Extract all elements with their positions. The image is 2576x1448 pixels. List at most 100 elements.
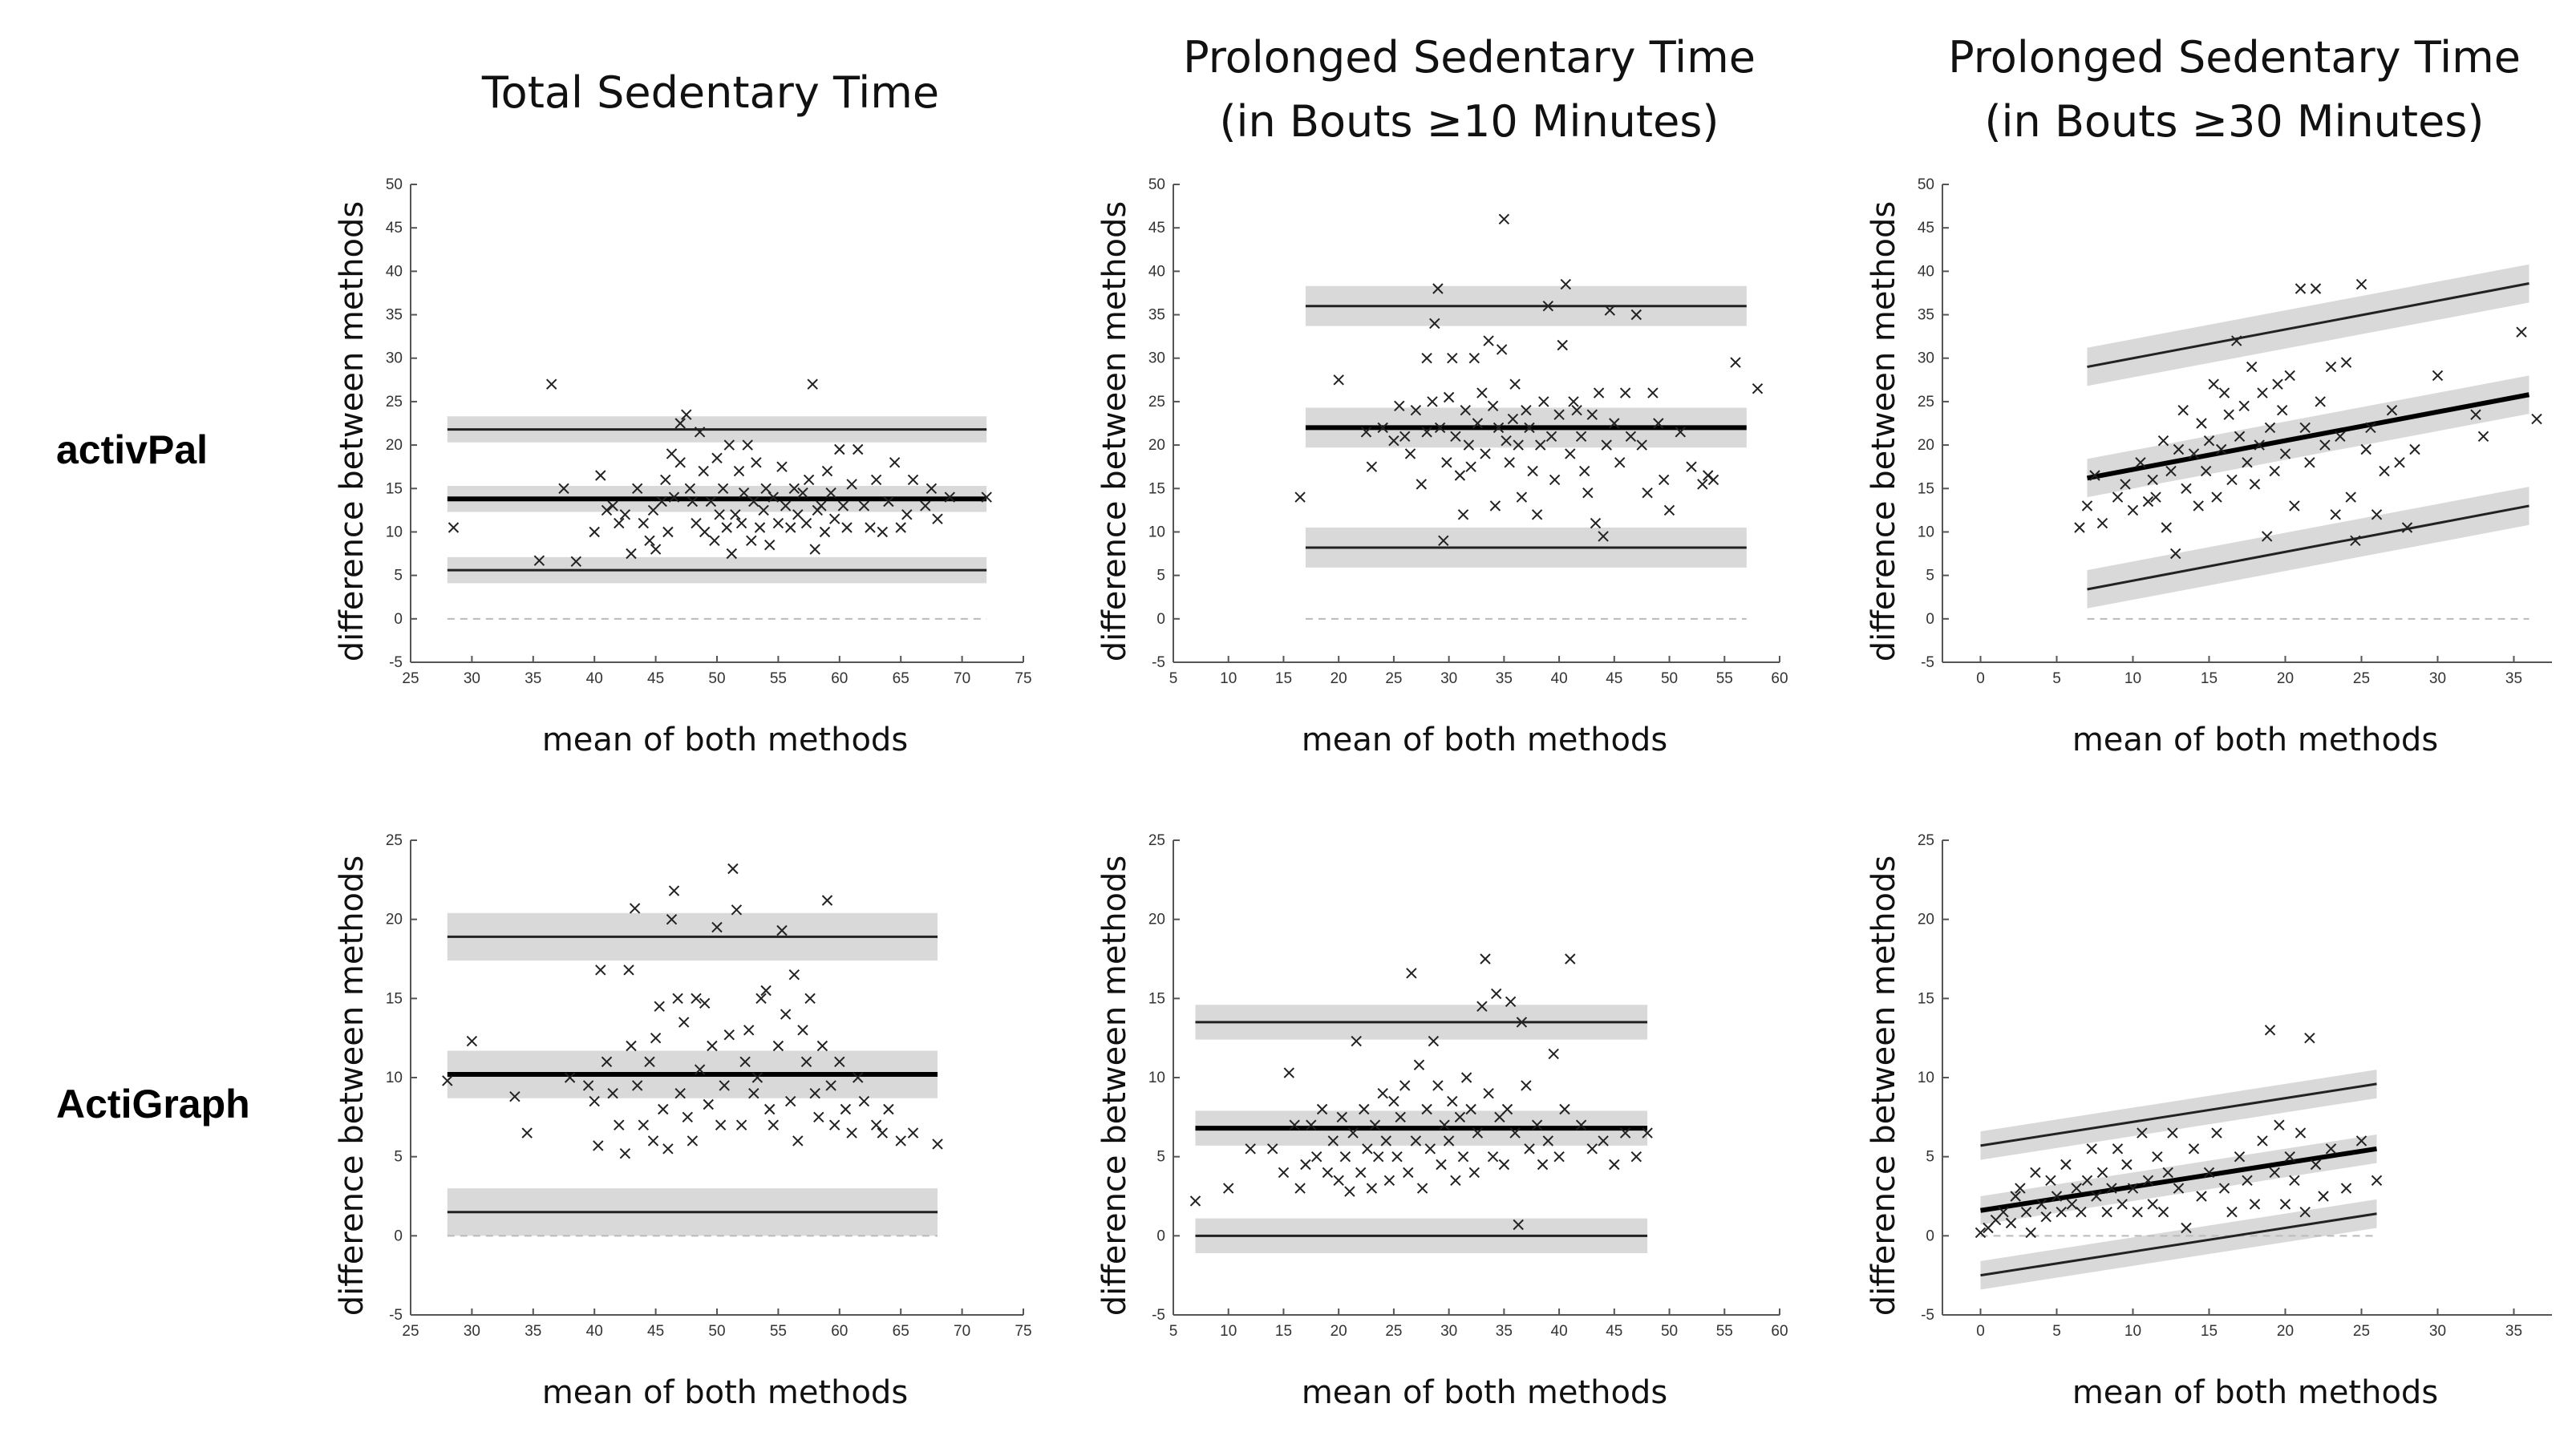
data-point [1439, 1119, 1450, 1130]
y-tick-label: 0 [1926, 1228, 1934, 1244]
x-tick-label: 10 [2124, 670, 2141, 687]
y-tick-label: 15 [1918, 990, 1934, 1007]
data-point [828, 513, 840, 524]
data-point [1578, 465, 1590, 477]
x-tick-label: 55 [1716, 670, 1733, 687]
data-point [1507, 413, 1519, 425]
data-point [1436, 1159, 1447, 1171]
data-point [1483, 335, 1494, 346]
data-point [1586, 409, 1598, 420]
y-tick-label: 45 [1918, 220, 1934, 237]
data-point [804, 993, 816, 1005]
data-point [1359, 1103, 1370, 1115]
y-tick-label: 0 [1156, 611, 1165, 628]
data-point [2350, 535, 2361, 547]
data-point [1642, 1127, 1653, 1139]
data-point [582, 1080, 594, 1091]
data-point [1355, 1167, 1367, 1179]
data-point [2056, 1206, 2067, 1218]
data-point [932, 1139, 943, 1150]
data-point [1465, 1103, 1476, 1115]
data-point [1421, 427, 1432, 438]
chart-panel-4: -5 0 5 10 15 20 25 25 30 35 40 45 50 55 60 65 70 75 mean o… [334, 832, 1032, 1411]
x-tick-label: 65 [893, 670, 909, 687]
data-point [1521, 1080, 1532, 1091]
data-point [1752, 382, 1764, 394]
y-tick-label: 25 [1148, 394, 1165, 411]
data-point [607, 1087, 618, 1099]
data-point [1513, 1219, 1524, 1231]
data-point [1300, 1159, 1311, 1171]
data-point [1391, 1151, 1403, 1163]
data-point [2295, 1127, 2307, 1139]
data-point [2295, 283, 2307, 294]
data-point [2477, 431, 2489, 443]
x-tick-label: 30 [464, 1323, 480, 1340]
data-point [1653, 418, 1664, 429]
data-point [1542, 1135, 1554, 1147]
data-point [1421, 1103, 1432, 1115]
data-point [803, 474, 815, 486]
data-point [709, 535, 720, 547]
data-point [2274, 1119, 2285, 1130]
upper-limit-line [1980, 1082, 2377, 1147]
data-point [2223, 409, 2234, 420]
y-tick-label: -5 [1921, 1307, 1934, 1324]
data-point [1447, 1095, 1458, 1107]
data-point [925, 483, 938, 495]
x-tick-label: 30 [1440, 1323, 1457, 1340]
data-point [1468, 1167, 1480, 1179]
column-title-3-line1: Prolonged Sedentary Time [1948, 32, 2521, 83]
data-point [2257, 387, 2268, 398]
x-tick-label: 35 [1496, 1323, 1513, 1340]
x-tick-label: 50 [1661, 670, 1678, 687]
data-point [1568, 396, 1579, 407]
chart-panel-2: -5 0 5 10 15 20 25 30 35 40 45 50 5 10 15 20 25 30 35 40 45 5… [1096, 176, 1788, 758]
data-point [2060, 1159, 2072, 1171]
data-point [731, 904, 743, 916]
x-tick-label: 40 [1551, 1323, 1568, 1340]
data-point [674, 1087, 686, 1099]
data-point [809, 544, 820, 555]
x-tick-label: 35 [525, 1323, 541, 1340]
data-point [1565, 448, 1576, 459]
data-point [733, 465, 745, 477]
data-point [1404, 448, 1416, 459]
data-point [1441, 457, 1452, 468]
data-point [828, 1119, 840, 1130]
data-point [2106, 1183, 2117, 1194]
y-tick-label: 30 [386, 350, 403, 367]
data-point [1438, 535, 1449, 547]
data-point [1498, 1159, 1510, 1171]
data-point [1377, 1087, 1388, 1099]
data-point [748, 495, 759, 508]
data-point [2010, 1191, 2021, 1202]
x-tick-label: 45 [1606, 1323, 1622, 1340]
data-point [1362, 1143, 1373, 1155]
data-point [545, 378, 557, 390]
data-point [2147, 1199, 2158, 1210]
data-point [448, 522, 460, 533]
data-point [1625, 431, 1637, 443]
y-tick-label: 25 [386, 832, 403, 849]
data-point [2025, 1227, 2036, 1239]
data-point [2173, 1183, 2185, 1194]
data-point [668, 491, 680, 503]
data-point [1516, 1017, 1528, 1028]
data-point [2315, 396, 2326, 407]
data-point [768, 1119, 780, 1130]
data-point [723, 439, 735, 451]
data-point [619, 1147, 631, 1159]
data-point [2318, 1191, 2329, 1202]
data-point [1457, 509, 1469, 520]
data-point [2045, 1175, 2056, 1187]
data-point [533, 555, 545, 566]
x-axis-label: mean of both methods [542, 1374, 908, 1411]
data-point [2379, 465, 2390, 477]
data-point [1686, 461, 1697, 472]
data-point [2242, 457, 2253, 468]
data-point [711, 921, 723, 933]
data-point [1545, 431, 1557, 443]
data-point [743, 1025, 755, 1036]
